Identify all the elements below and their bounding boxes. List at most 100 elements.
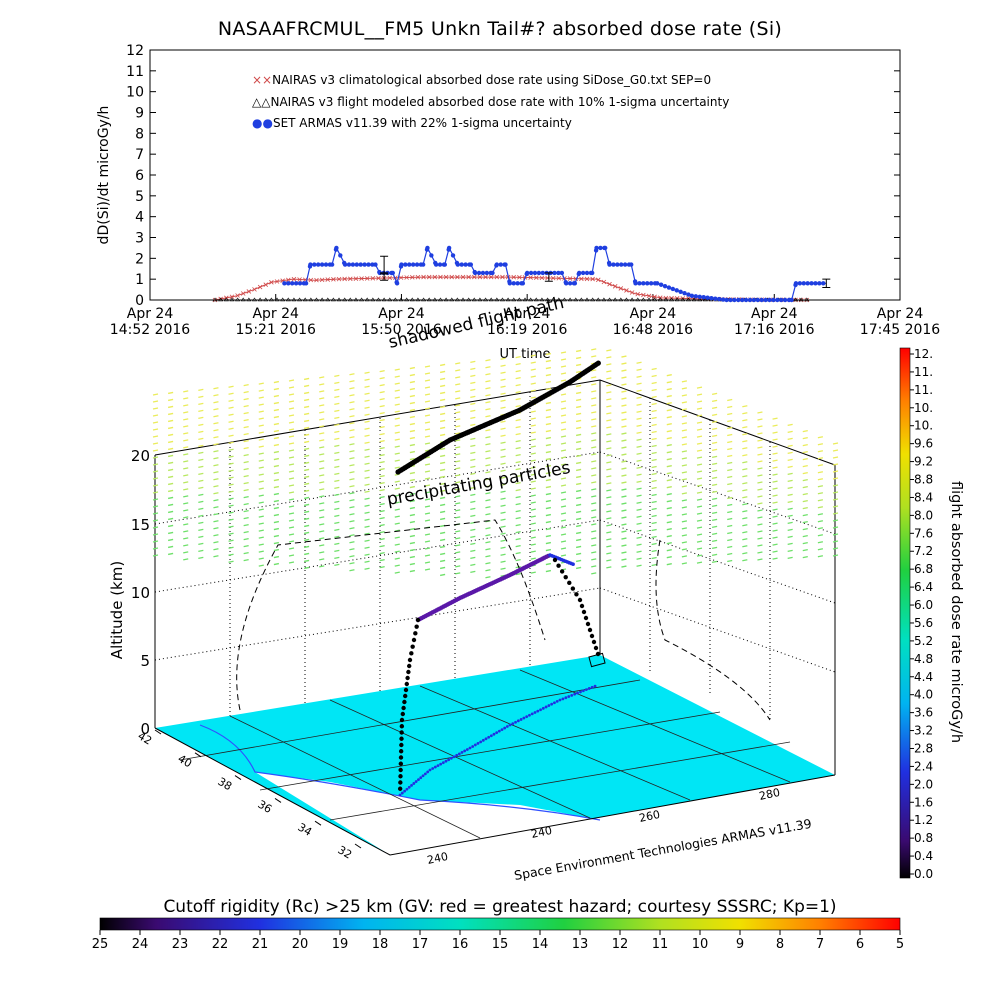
precip-dash xyxy=(258,515,264,518)
longitude-tick-label: 280 xyxy=(758,786,781,803)
precip-dash xyxy=(228,385,234,388)
precip-dash xyxy=(394,382,400,385)
precip-dash xyxy=(183,530,189,533)
precip-dash xyxy=(455,530,461,533)
series-set-marker xyxy=(425,245,430,251)
precip-dash xyxy=(742,440,748,443)
top-x-tick-label-date: Apr 24 xyxy=(630,306,677,322)
series-set-marker xyxy=(732,297,737,303)
precip-dash xyxy=(817,548,824,551)
precip-dash xyxy=(530,529,536,532)
top-x-tick-label-time: 16:19 2016 xyxy=(487,322,568,338)
precip-dash xyxy=(651,472,657,476)
precip-dash xyxy=(621,516,627,519)
series-clim-marker xyxy=(438,274,443,280)
descent-point xyxy=(399,742,404,748)
precip-dash xyxy=(228,469,234,472)
precip-dash xyxy=(319,509,325,512)
precip-dash xyxy=(621,418,627,421)
series-model-marker xyxy=(584,297,590,302)
series-model-marker xyxy=(454,297,460,302)
precip-dash xyxy=(364,567,370,570)
precip-dash xyxy=(575,545,582,549)
precip-dash xyxy=(696,470,703,473)
precip-dash xyxy=(742,545,748,548)
series-model-marker xyxy=(251,297,258,302)
precip-dash xyxy=(303,503,310,507)
descent-point xyxy=(405,675,410,681)
precip-dash xyxy=(228,427,234,430)
precip-dash xyxy=(485,464,491,467)
precip-dash xyxy=(742,524,748,527)
precip-dash xyxy=(379,510,385,513)
precip-dash xyxy=(560,428,567,431)
precip-dash xyxy=(727,468,733,472)
precip-dash xyxy=(303,447,310,451)
precip-dash xyxy=(288,379,295,382)
series-clim-marker xyxy=(252,287,257,292)
ground-track-point xyxy=(539,708,542,712)
precip-dash xyxy=(152,484,159,487)
precip-dash xyxy=(636,389,642,392)
precip-dash xyxy=(606,531,612,534)
precip-dash xyxy=(530,501,536,504)
precip-dash xyxy=(243,447,249,450)
bottom-colorbar-tick-label: 21 xyxy=(252,937,269,952)
precip-dash xyxy=(802,464,808,468)
precip-dash xyxy=(394,368,400,371)
series-clim-marker xyxy=(342,276,347,282)
precip-dash xyxy=(303,552,310,556)
precip-dash xyxy=(349,450,355,453)
precip-dash xyxy=(606,398,612,401)
precip-dash xyxy=(515,454,521,457)
precip-dash xyxy=(470,458,476,461)
precip-dash xyxy=(757,425,763,428)
precip-dash xyxy=(424,540,431,543)
precip-dash xyxy=(243,517,249,520)
precip-dash xyxy=(470,542,476,545)
precip-dash xyxy=(575,363,582,367)
series-set-marker xyxy=(403,262,408,267)
precip-dash xyxy=(198,535,204,538)
series-set-marker xyxy=(615,262,620,267)
precip-dash xyxy=(198,472,204,475)
precip-dash xyxy=(681,541,688,544)
precip-dash xyxy=(409,471,416,475)
precip-dash xyxy=(167,412,174,416)
precip-dash xyxy=(319,383,325,386)
series-set-marker xyxy=(308,262,313,267)
precip-dash xyxy=(681,555,688,558)
precip-dash xyxy=(651,549,657,553)
precip-dash xyxy=(727,545,733,549)
precip-dash xyxy=(198,542,204,545)
precip-dash xyxy=(213,506,219,509)
precip-dash xyxy=(545,457,552,461)
series-model-marker xyxy=(640,297,646,302)
series-clim-marker xyxy=(556,275,562,281)
precip-dash xyxy=(515,426,521,429)
precip-dash xyxy=(198,528,204,531)
left-wall-grid xyxy=(154,392,836,720)
precip-dash xyxy=(379,538,385,541)
precip-dash xyxy=(213,464,219,467)
precip-dash xyxy=(213,471,219,474)
precip-dash xyxy=(666,493,672,496)
precip-dash xyxy=(409,541,416,545)
precip-dash xyxy=(606,503,612,506)
precip-dash xyxy=(394,417,400,420)
precip-dash xyxy=(288,435,295,438)
precip-dash xyxy=(152,498,159,501)
precip-dash xyxy=(772,522,778,525)
precip-dash xyxy=(273,548,280,552)
bottom-colorbar-title: Cutoff rigidity (Rc) >25 km (GV: red = g… xyxy=(163,897,837,917)
precip-dash xyxy=(394,529,400,532)
precip-dash xyxy=(409,380,416,384)
precip-dash xyxy=(167,524,174,528)
series-model-marker xyxy=(392,297,398,302)
precip-dash xyxy=(349,394,355,397)
precip-dash xyxy=(742,468,748,471)
precip-dash xyxy=(666,486,672,489)
right-colorbar-tick-label: 2.4 xyxy=(914,759,933,773)
precip-dash xyxy=(213,485,219,488)
series-model-marker xyxy=(606,297,613,302)
